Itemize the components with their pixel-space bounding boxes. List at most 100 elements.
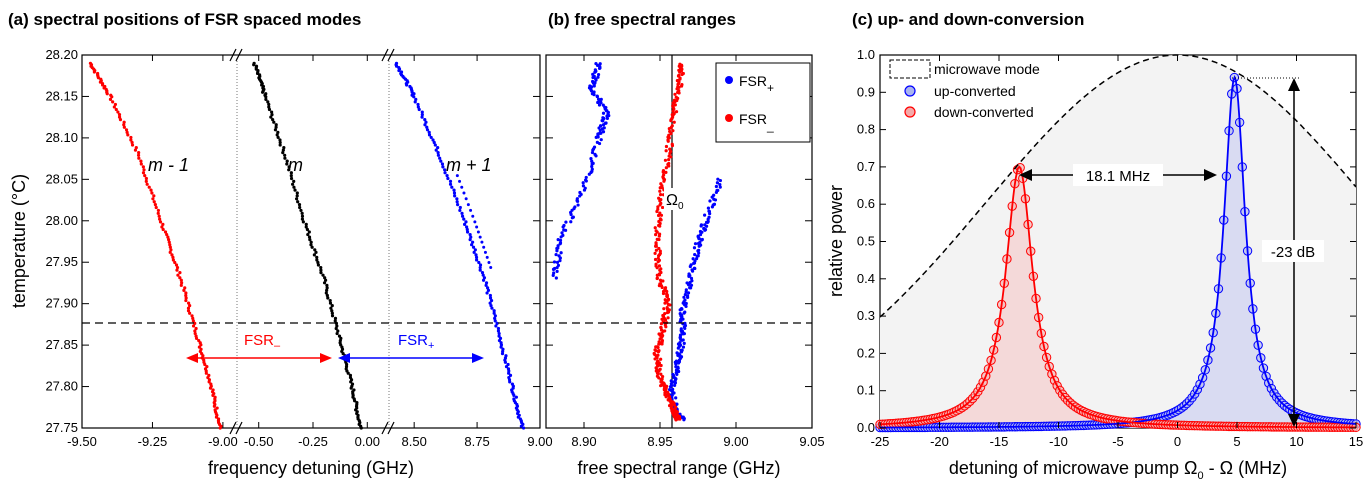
y-tick-label: 1.0 [857, 47, 875, 62]
data-point [484, 283, 488, 287]
panel-b-xlabel: free spectral range (GHz) [577, 458, 780, 478]
data-point [176, 273, 180, 277]
data-point [655, 209, 659, 214]
data-point [420, 112, 424, 117]
data-point [278, 138, 282, 142]
y-tick-label: 28.15 [45, 88, 78, 103]
x-tick-label: -25 [871, 434, 890, 449]
data-point [464, 197, 468, 201]
data-point [170, 253, 174, 257]
data-point [680, 338, 684, 342]
data-point [330, 304, 334, 308]
data-point [471, 214, 475, 218]
data-point [658, 199, 662, 203]
data-point [450, 185, 454, 189]
data-point [116, 110, 120, 114]
x-tick-label: 0 [1174, 434, 1181, 449]
data-point [167, 240, 171, 244]
data-point [664, 166, 668, 170]
data-point [667, 395, 672, 399]
data-point [686, 291, 691, 295]
data-point [308, 238, 312, 242]
y-tick-label: 0.9 [857, 84, 875, 99]
data-point [595, 95, 599, 99]
data-point [480, 271, 485, 275]
data-point [488, 293, 492, 298]
data-point [323, 276, 327, 280]
data-point [514, 395, 518, 399]
panel-c-title: (c) up- and down-conversion [852, 10, 1084, 29]
data-point [657, 234, 661, 238]
data-point [460, 185, 464, 189]
data-point [489, 304, 493, 308]
width-annotation: 18.1 MHz [1086, 168, 1150, 185]
legend-marker-down [904, 106, 916, 118]
data-point [330, 311, 334, 315]
data-point [445, 174, 449, 178]
data-point [666, 139, 670, 143]
data-point [594, 135, 598, 139]
data-point [676, 353, 680, 357]
data-point [684, 304, 688, 309]
data-point [462, 191, 466, 195]
data-point [673, 103, 677, 107]
data-point [700, 230, 704, 234]
data-point [142, 168, 146, 172]
y-tick-label: 0.2 [857, 345, 875, 360]
data-point [118, 118, 123, 122]
data-point [653, 226, 657, 230]
x-tick-label: -9.00 [208, 434, 238, 449]
data-point [468, 238, 472, 242]
data-point [559, 251, 563, 255]
data-point [700, 238, 704, 242]
data-point [473, 248, 477, 252]
data-point [591, 148, 595, 152]
data-point [180, 281, 184, 285]
data-point [657, 283, 661, 288]
data-point [292, 185, 296, 189]
data-point [659, 279, 663, 283]
x-tick-label: 8.50 [402, 434, 427, 449]
data-point [163, 230, 168, 234]
x-tick-label: 15 [1349, 434, 1363, 449]
data-point [589, 157, 593, 161]
data-point [596, 72, 601, 77]
data-point [704, 224, 709, 228]
data-point [474, 258, 479, 262]
data-point [325, 288, 329, 293]
data-point [692, 246, 697, 250]
data-point [683, 326, 687, 331]
data-point [341, 352, 345, 356]
data-point [465, 225, 469, 229]
data-point [656, 372, 660, 376]
data-point [322, 281, 327, 285]
data-point [260, 90, 265, 94]
data-point [676, 346, 680, 350]
data-point [482, 245, 486, 249]
data-point [432, 140, 436, 145]
data-point [184, 298, 188, 303]
data-point [718, 185, 722, 189]
data-point [672, 391, 676, 395]
data-point [179, 278, 183, 282]
data-point [653, 257, 658, 262]
data-point [287, 165, 291, 169]
data-point [413, 100, 417, 104]
data-point [552, 260, 557, 264]
data-point [329, 306, 333, 310]
data-point [666, 316, 670, 320]
data-point [689, 276, 694, 280]
data-point [169, 248, 173, 252]
y-tick-label: 0.3 [857, 308, 875, 323]
data-point [264, 95, 268, 99]
data-point [462, 222, 467, 227]
data-point [287, 168, 291, 172]
y-tick-label: 28.05 [45, 171, 78, 186]
data-point [587, 172, 591, 176]
data-point [558, 259, 562, 263]
data-point [659, 326, 663, 330]
x-tick-label: -15 [990, 434, 1009, 449]
legend-up-converted: up-converted [934, 83, 1016, 99]
data-point [130, 140, 134, 145]
data-point [218, 426, 222, 430]
